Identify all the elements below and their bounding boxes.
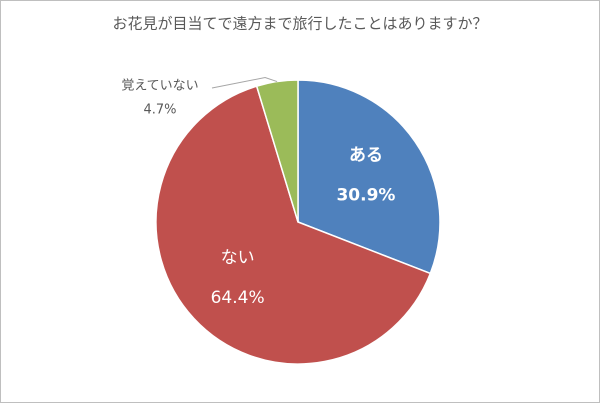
data-label-category: 覚えていない bbox=[121, 79, 198, 94]
data-label-category: ない bbox=[221, 248, 255, 268]
pie-slice bbox=[255, 79, 299, 223]
data-label-value: 64.4% bbox=[211, 288, 265, 308]
chart-title: お花見が目当てで遠方まで旅行したことはありますか？ bbox=[112, 15, 487, 33]
leader-line bbox=[211, 77, 278, 89]
data-label-value: 4.7% bbox=[143, 103, 176, 118]
pie-slice bbox=[155, 85, 432, 365]
data-label-value: 30.9% bbox=[336, 185, 395, 205]
pie-slice bbox=[297, 79, 441, 275]
data-label-category: ある bbox=[349, 145, 383, 165]
